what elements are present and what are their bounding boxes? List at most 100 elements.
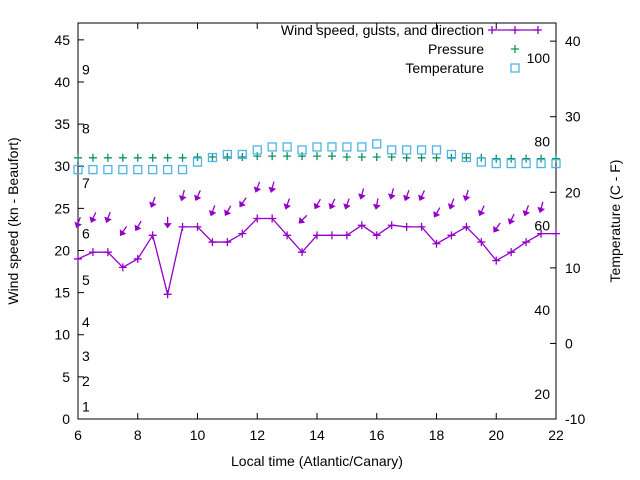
data-point-marker	[312, 142, 322, 152]
wind-direction-arrow-head	[283, 203, 292, 210]
beaufort-label: 8	[82, 120, 90, 136]
data-point-marker	[148, 164, 158, 175]
data-point-marker	[446, 149, 457, 160]
wind-direction-arrow-head	[239, 200, 246, 208]
data-point-marker	[223, 238, 232, 247]
data-point-marker	[207, 152, 218, 163]
wind-direction-arrow-head	[208, 209, 217, 217]
data-point-marker	[342, 142, 352, 152]
data-point-marker	[551, 158, 561, 169]
wind-direction-arrow-head	[253, 186, 262, 193]
data-point-marker	[492, 256, 501, 265]
wind-direction-arrow-head	[313, 202, 321, 210]
x-tick-label: 14	[309, 427, 325, 443]
data-point-marker	[283, 152, 292, 161]
series-3	[74, 152, 560, 163]
y2-tick-label: 0	[565, 335, 573, 351]
wind-direction-arrow-head	[462, 195, 471, 202]
beaufort-label: 5	[82, 272, 90, 288]
x-tick-label: 18	[429, 427, 445, 443]
x-axis-ticks: 6 8 10 12 14 16 18 20 22	[74, 23, 564, 443]
wind-direction-arrow-head	[104, 216, 112, 224]
y2-tick-label: -10	[565, 411, 585, 427]
data-point-marker	[387, 221, 396, 230]
y-axis-left-title: Wind speed (kn - Beaufort)	[5, 137, 21, 304]
data-point-marker	[88, 153, 97, 162]
data-point-marker	[491, 158, 501, 169]
data-point-marker	[402, 153, 411, 162]
fahrenheit-label: 60	[534, 218, 550, 234]
data-point-marker	[193, 222, 202, 231]
data-point-marker	[417, 222, 426, 231]
wind-direction-arrow-head	[433, 211, 441, 218]
y-axis-right-title: Temperature (C - F)	[607, 160, 623, 283]
beaufort-label: 1	[82, 398, 90, 414]
data-point-marker	[476, 157, 486, 167]
wind-direction-arrow-head	[387, 193, 396, 200]
data-point-marker	[511, 45, 519, 53]
legend-label: Temperature	[405, 60, 484, 76]
wind-direction-arrow-head	[372, 203, 381, 210]
data-point-marker	[163, 290, 172, 299]
wind-direction-arrow-head	[343, 203, 351, 210]
wind-direction-arrow-head	[74, 221, 82, 229]
data-point-marker	[73, 164, 83, 175]
beaufort-scale-labels: 1 2 3 4 5 6 7 8 9	[82, 61, 90, 414]
wind-direction-arrow-head	[447, 203, 456, 210]
data-point-marker	[74, 153, 82, 162]
beaufort-label: 6	[82, 226, 90, 242]
fahrenheit-label: 80	[534, 134, 550, 150]
wind-direction-arrow-head	[224, 209, 232, 216]
y-axis-right-ticks: -10 0 10 20 30 40	[550, 33, 585, 427]
data-point-marker	[327, 142, 337, 152]
data-point-marker	[372, 139, 382, 149]
wind-direction-arrow-head	[268, 186, 277, 193]
wind-direction-arrow-head	[89, 216, 97, 223]
y2-tick-label: 10	[565, 260, 581, 276]
data-point-marker	[282, 142, 292, 152]
data-point-marker	[118, 153, 127, 162]
data-point-marker	[477, 238, 486, 247]
x-tick-label: 6	[74, 427, 82, 443]
data-point-marker	[193, 152, 202, 161]
data-point-marker	[431, 145, 442, 155]
data-point-marker	[432, 153, 441, 162]
data-point-marker	[537, 229, 546, 238]
data-point-marker	[178, 222, 187, 231]
x-tick-label: 12	[249, 427, 265, 443]
beaufort-label: 7	[82, 175, 90, 191]
data-point-marker	[432, 239, 441, 248]
data-point-marker	[238, 152, 247, 161]
data-point-marker	[522, 154, 531, 163]
data-point-marker	[298, 248, 307, 257]
wind-direction-arrow-head	[163, 223, 172, 229]
data-point-marker	[387, 145, 397, 155]
wind-direction-arrow-head	[507, 218, 515, 225]
wind-direction-arrow-head	[328, 202, 336, 210]
legend-label: Wind speed, gusts, and direction	[281, 22, 484, 38]
data-point-marker	[148, 231, 157, 240]
data-point-marker	[357, 152, 366, 161]
data-point-marker	[462, 222, 471, 231]
wind-direction-arrow-head	[537, 206, 546, 214]
wind-direction-arrow-head	[493, 225, 500, 233]
y-tick-label: 20	[54, 242, 70, 258]
data-point-marker	[222, 149, 233, 160]
wind-direction-arrow-head	[134, 224, 142, 232]
data-point-marker	[118, 164, 128, 175]
data-point-marker	[313, 152, 321, 161]
series-4	[73, 139, 561, 175]
data-point-marker	[401, 145, 412, 155]
x-tick-label: 22	[548, 427, 564, 443]
y-tick-label: 15	[54, 285, 70, 301]
data-point-marker	[522, 238, 531, 247]
data-point-marker	[268, 152, 277, 161]
x-tick-label: 16	[369, 427, 385, 443]
wind-direction-arrow-head	[194, 194, 202, 201]
data-point-marker	[372, 152, 381, 161]
data-point-marker	[402, 222, 411, 231]
data-point-marker	[507, 248, 516, 257]
data-point-marker	[521, 158, 531, 169]
y-tick-label: 25	[54, 200, 70, 216]
